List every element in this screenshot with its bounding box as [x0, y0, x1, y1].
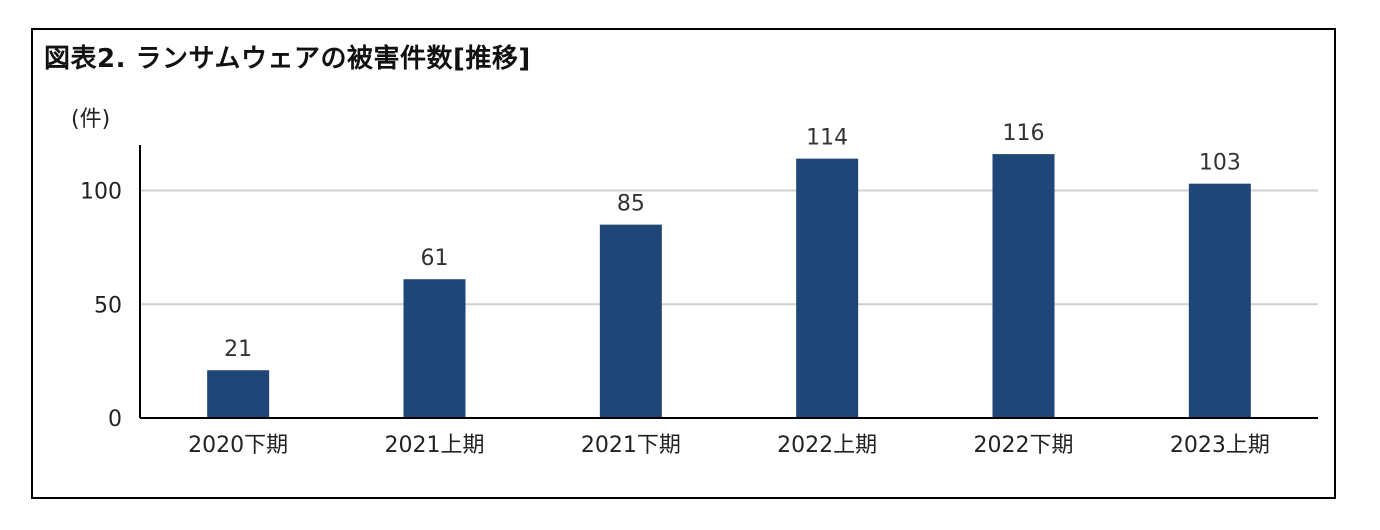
bar	[599, 224, 662, 418]
chart-title: 図表2. ランサムウェアの被害件数[推移]	[44, 44, 531, 74]
bar	[796, 158, 859, 418]
x-tick-label: 2020下期	[188, 433, 288, 458]
data-label: 116	[1003, 121, 1045, 146]
x-tick-label: 2021上期	[385, 433, 485, 458]
x-axis-ticks: 2020下期 2021上期 2021下期 2022上期 2022下期 2023上期	[188, 433, 1270, 458]
y-tick-label: 0	[108, 407, 122, 432]
bars	[207, 154, 1251, 418]
x-tick-label: 2023上期	[1170, 433, 1270, 458]
data-label: 21	[224, 337, 252, 362]
chart-frame: 図表2. ランサムウェアの被害件数[推移] (件) 21 61 85 114 116 10…	[31, 28, 1336, 499]
x-tick-label: 2022下期	[974, 433, 1074, 458]
gridlines	[140, 189, 1318, 306]
data-label: 114	[806, 126, 848, 151]
data-label: 61	[421, 246, 449, 271]
y-axis-unit-label: (件)	[71, 107, 110, 132]
data-label: 103	[1199, 151, 1241, 176]
bar	[1188, 183, 1251, 418]
y-axis-ticks: 0 50 100	[80, 180, 122, 433]
x-tick-label: 2022上期	[777, 433, 877, 458]
y-tick-label: 100	[80, 180, 122, 205]
data-labels: 21 61 85 114 116 103	[224, 121, 1241, 362]
bar	[403, 279, 466, 418]
bar	[207, 370, 270, 418]
data-label: 85	[617, 192, 645, 217]
bar	[992, 154, 1055, 418]
x-tick-label: 2021下期	[581, 433, 681, 458]
y-tick-label: 50	[94, 293, 122, 318]
